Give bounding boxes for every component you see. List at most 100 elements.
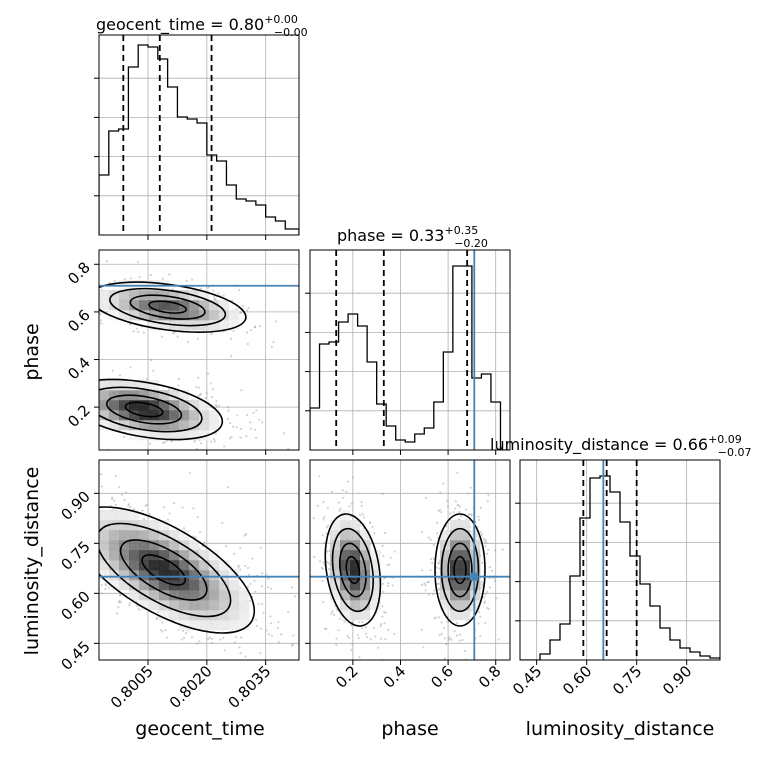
scatter-point [365,654,367,656]
density-cell [149,540,160,551]
density-cell [169,530,180,541]
scatter-point [477,518,481,522]
scatter-point [44,564,46,566]
scatter-point [84,514,86,516]
scatter-point [223,649,226,652]
scatter-point [99,312,102,316]
x-tick-label: 0.60 [559,662,595,698]
density-cell [189,430,200,441]
scatter-point [93,529,95,531]
scatter-point [90,288,92,290]
scatter-point [190,636,194,639]
scatter-point [265,573,268,576]
scatter-point [148,513,152,516]
scatter-point [188,471,191,475]
density-contour [109,287,227,327]
scatter-point [122,435,126,439]
density-cell [99,570,110,581]
scatter-point [64,405,66,407]
xlabel-geocent-time: geocent_time [135,718,264,740]
hist-panel-luminosity_distance: 0.45 0.60 0.75 0.90 [509,459,721,698]
scatter-point [328,452,330,454]
scatter-point [51,542,53,544]
scatter-point [341,488,344,492]
scatter-point [257,602,260,606]
density-cell [370,590,381,601]
density-contour [453,555,467,585]
density-cell [179,410,190,421]
scatter-point [487,548,490,551]
density-cell [129,530,140,541]
density-cell [179,400,190,411]
density-contour [338,542,367,598]
scatter-point [86,591,88,593]
density-cell [149,530,160,541]
scatter-point [100,485,103,488]
scatter-point [92,328,94,330]
density-cell [159,310,170,321]
density-cell [179,600,190,611]
density-cell [239,610,250,621]
scatter-point [456,471,459,475]
density-cell [340,590,351,601]
density-cell [189,600,200,611]
scatter-point [501,548,504,551]
scatter-point [105,260,109,263]
density-cell [109,390,120,401]
scatter-point [241,304,244,308]
scatter-point [339,507,342,511]
scatter-point [323,541,326,545]
x-tick-label: 0.90 [659,662,695,698]
density-cell [119,560,130,571]
scatter-point [68,394,70,396]
scatter-point [169,455,171,457]
x-tick-label: 0.2 [332,662,362,692]
scatter-point [79,388,81,390]
scatter-point [487,493,490,497]
scatter-point [440,632,443,635]
scatter-point [88,378,90,380]
scatter-point [78,533,80,535]
density-cell [440,600,451,611]
scatter-point [431,562,434,565]
scatter-point [371,525,374,528]
scatter-point [198,640,201,643]
density-cell [159,320,170,331]
density-cell [450,580,461,591]
density-cell [350,600,361,611]
hist-geocent_time-frame [98,34,300,236]
scatter-point [210,396,214,399]
density-cell [209,420,220,431]
scatter-point [200,287,203,290]
scatter-point [384,611,387,614]
scatter-point [58,395,60,397]
scatter-point [318,560,322,563]
scatter-point [190,452,192,454]
scatter-point [61,380,63,382]
scatter-point [94,419,96,421]
density-cell [169,600,180,611]
scatter-point [374,635,377,638]
scatter-point [486,606,489,610]
ylabel-phase: phase [21,323,43,380]
scatter-point [292,634,295,637]
scatter-point [330,490,333,493]
density-cell [360,610,371,621]
density-cell [159,550,170,561]
scatter-point [185,279,188,283]
scatter-point [484,593,487,596]
density-cell [370,580,381,591]
density-cell [370,600,381,611]
scatter-point [82,381,84,383]
scatter-point [342,496,345,499]
scatter-point [443,637,446,640]
scatter-point [306,654,308,656]
density-cell [239,620,250,631]
density-cell [119,570,130,581]
scatter-point [55,389,57,391]
density-cell [219,590,230,601]
density-cell [209,310,220,321]
scatter-point [433,617,436,620]
scatter-point [247,566,250,570]
scatter-point [195,385,198,389]
